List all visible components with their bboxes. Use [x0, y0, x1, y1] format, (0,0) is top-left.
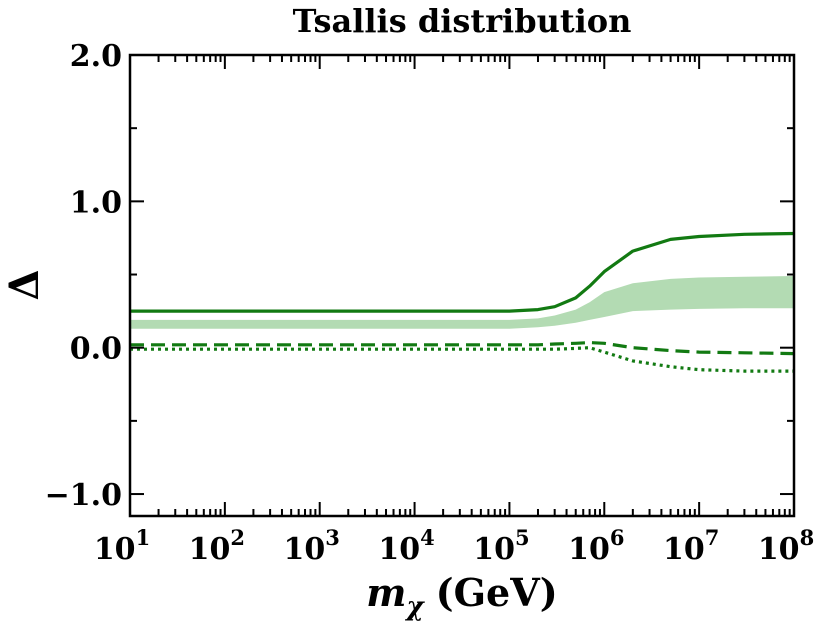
x-tick-label: 108: [758, 525, 814, 567]
x-tick-label: 105: [473, 525, 529, 567]
x-tick-label: 106: [568, 525, 624, 567]
series-line-dotted: [130, 346, 794, 373]
plot-area: [130, 231, 795, 373]
y-tick-label: 2.0: [70, 39, 122, 74]
uncertainty-band: [130, 276, 794, 329]
y-tick-label: 0.0: [70, 332, 122, 367]
x-tick-labels: 101 102 103 104 105 106 107 108: [94, 525, 814, 567]
x-tick-label: 101: [94, 525, 150, 567]
y-tick-label: 1.0: [70, 185, 122, 220]
plot-frame: [128, 53, 796, 518]
y-axis-label: Δ: [1, 269, 48, 300]
x-axis-label-unit: (GeV): [436, 570, 558, 615]
series-line-dashed: [130, 341, 795, 356]
x-tick-label: 107: [663, 525, 719, 567]
x-axis-label-subscript: χ: [405, 592, 426, 621]
chart-title: Tsallis distribution: [293, 2, 632, 40]
x-axis-label-symbol: m: [366, 570, 406, 615]
series-line-solid: [130, 231, 795, 313]
x-tick-label: 102: [189, 525, 245, 567]
y-tick-label: −1.0: [45, 478, 122, 513]
x-tick-label: 103: [284, 525, 340, 567]
x-axis-label: mχ (GeV): [366, 570, 557, 621]
y-tick-labels: −1.0 0.0 1.0 2.0: [45, 39, 122, 513]
x-tick-label: 104: [378, 525, 434, 567]
